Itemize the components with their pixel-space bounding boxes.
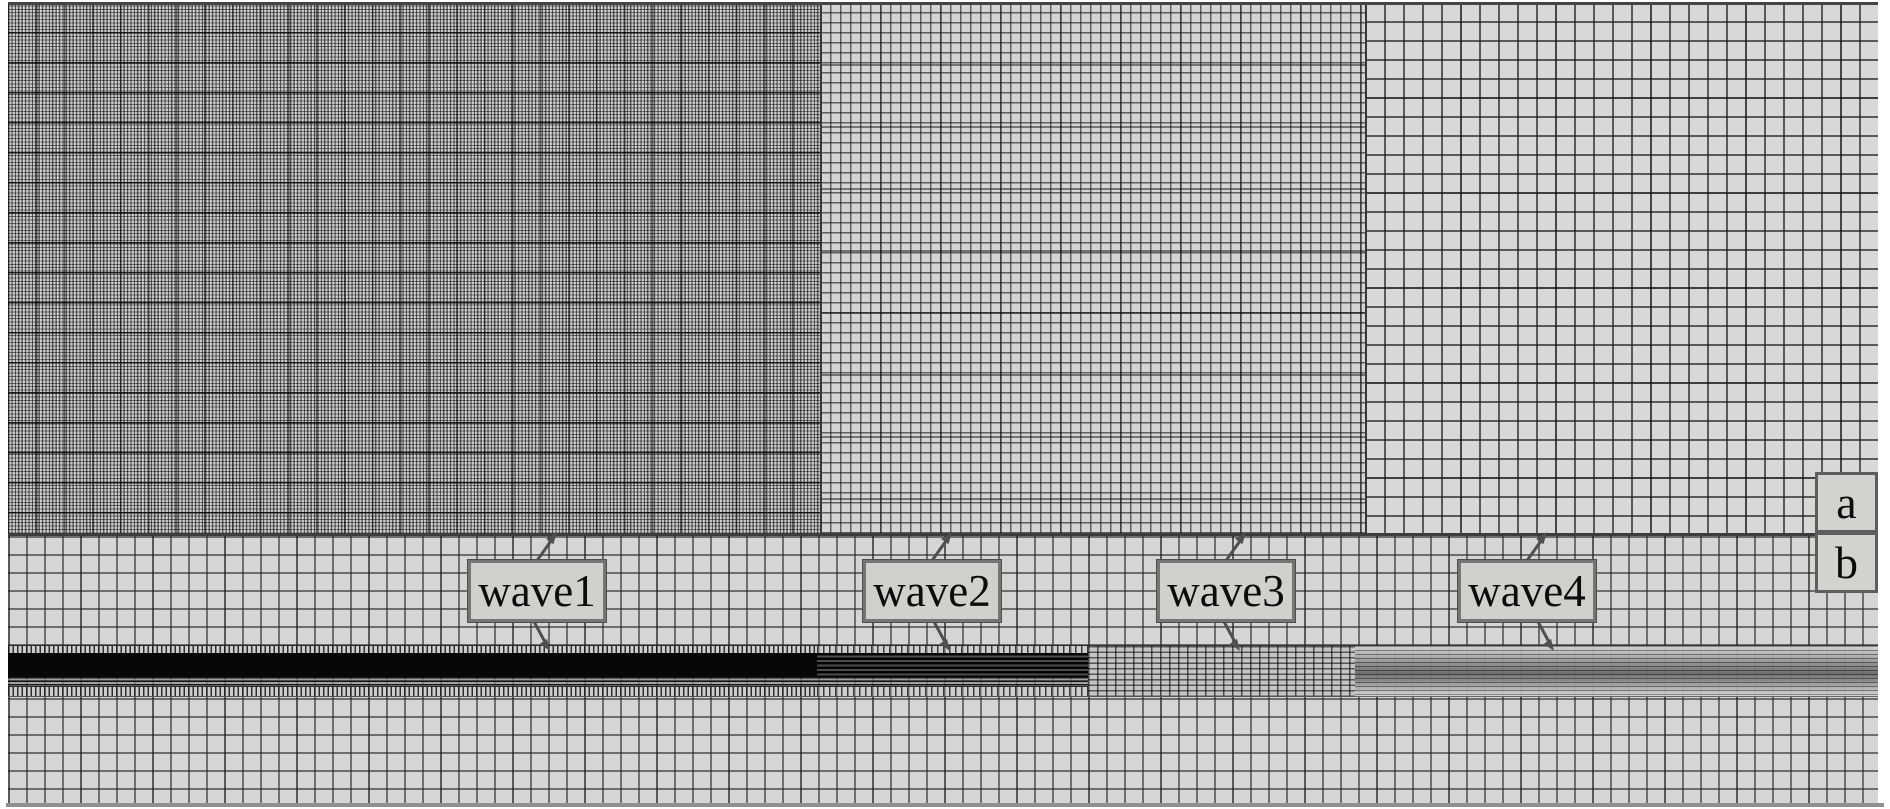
- figure-bottom-border: [6, 803, 1884, 807]
- mesh-area: [8, 2, 1878, 805]
- mesh-density-boundary-2: [1365, 2, 1367, 533]
- wave2-label: wave2: [863, 560, 1001, 622]
- wave4-down-arrow-icon: [1534, 617, 1554, 651]
- wave2-down-arrow-icon: [930, 617, 950, 651]
- strip-segment-wave2: [817, 645, 1088, 697]
- mesh-region-a-coarse: [1365, 2, 1878, 533]
- region-b-label-text: b: [1835, 536, 1858, 588]
- region-a-b-boundary-line: [8, 533, 1878, 536]
- wave2-up-arrow-icon: [929, 532, 952, 563]
- wave2-label-text: wave2: [873, 565, 991, 616]
- wave1-label-text: wave1: [478, 565, 596, 616]
- strip-segment-wave3: [1088, 645, 1355, 697]
- wave4-label-text: wave4: [1468, 565, 1586, 616]
- mesh-region-a-medium: [820, 2, 1365, 533]
- figure-top-border: [8, 2, 1878, 5]
- wave3-label-text: wave3: [1167, 565, 1285, 616]
- mesh-density-boundary-1: [820, 2, 822, 533]
- wave3-down-arrow-icon: [1220, 617, 1240, 651]
- free-surface-refinement-strip: [8, 645, 1878, 697]
- mesh-region-a-finest: [8, 2, 820, 533]
- strip-segment-wave4: [1355, 645, 1878, 697]
- region-a-label-text: a: [1836, 476, 1857, 528]
- wave3-label: wave3: [1157, 560, 1295, 622]
- wave1-label: wave1: [468, 560, 606, 622]
- region-a-label: a: [1815, 472, 1878, 533]
- wave4-label: wave4: [1458, 560, 1596, 622]
- strip-segment-wave1: [8, 645, 817, 697]
- wave1-up-arrow-icon: [534, 532, 557, 563]
- region-b-label: b: [1815, 532, 1878, 593]
- wave1-down-arrow-icon: [530, 617, 550, 651]
- wave4-up-arrow-icon: [1524, 532, 1547, 563]
- wave3-up-arrow-icon: [1223, 532, 1246, 563]
